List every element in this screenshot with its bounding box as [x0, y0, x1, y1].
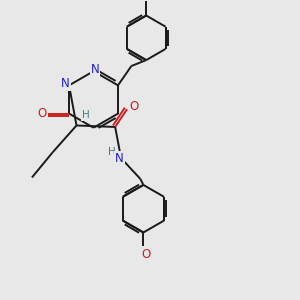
Text: O: O [37, 107, 46, 120]
Text: H: H [108, 147, 116, 157]
Text: N: N [115, 152, 124, 165]
Text: O: O [129, 100, 138, 113]
Text: N: N [91, 63, 99, 76]
Text: O: O [142, 248, 151, 261]
Text: N: N [61, 77, 70, 90]
Text: H: H [82, 110, 89, 120]
